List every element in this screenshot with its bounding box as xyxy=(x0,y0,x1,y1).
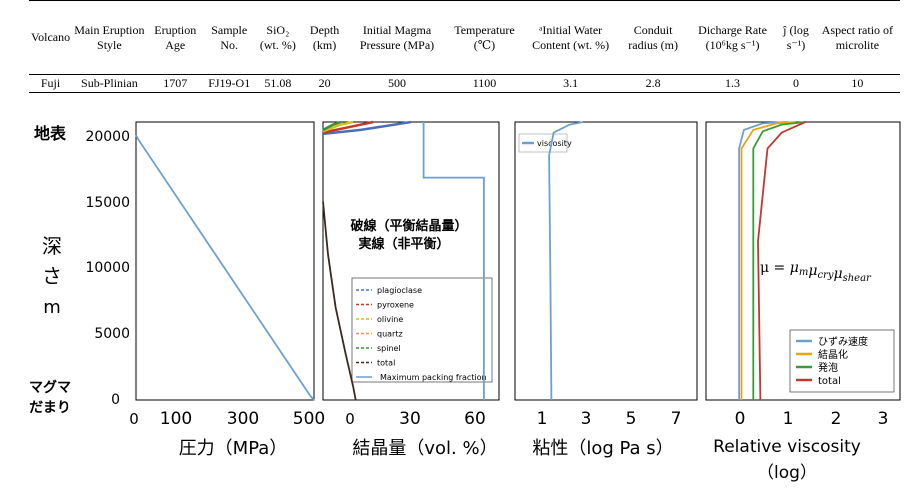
y-tick-label: 5000 xyxy=(94,326,130,342)
table-cell: 1100 xyxy=(472,76,497,90)
header-cell: Conduit radius (m) xyxy=(628,22,678,52)
table-cell: Fuji xyxy=(40,76,61,90)
series-line-発泡 xyxy=(752,121,806,400)
header-cell: SiO₂ (wt. %) xyxy=(259,22,296,52)
viscosity-legend: viscosity xyxy=(518,133,572,153)
dashed-line-note: 破線（平衡結晶量） xyxy=(350,218,467,234)
relative-viscosity-axis-title-unit: （log） xyxy=(757,463,817,483)
header-cell: Sample No. xyxy=(211,22,248,52)
series-line-pyroxene xyxy=(322,120,374,134)
header-cell: Depth (km) xyxy=(309,22,340,52)
series-line-ひずみ速度 xyxy=(738,121,787,400)
header-cell: Eruption Age xyxy=(154,22,197,52)
table-row: Fuji Sub-Plinian 1707 FJ19-O1 51.08 20 5… xyxy=(29,75,900,93)
x-tick-label: 0 xyxy=(345,410,355,428)
table-cell: FJ19-O1 xyxy=(208,76,251,90)
relative-viscosity-axis-title: Relative viscosity xyxy=(713,437,861,457)
header-cell: ᵃInitial Water Content (wt. %) xyxy=(532,22,610,52)
table-cell: 51.08 xyxy=(264,76,292,90)
charts-figure: 地表 深 さ m マグマ だまり 20000 15000 10000 5000 … xyxy=(29,120,901,483)
table-header-row: Volcano Main Eruption Style Eruption Age… xyxy=(29,0,900,75)
table-cell: 1707 xyxy=(163,76,188,90)
legend-label: quartz xyxy=(377,330,403,339)
header-cell: Volcano xyxy=(31,30,71,44)
x-tick-label: 7 xyxy=(671,409,682,429)
header-cell: Dicharge Rate (10⁶kg s⁻¹) xyxy=(698,22,767,52)
depth-label: さ xyxy=(42,264,62,288)
series-line-olivine xyxy=(322,120,354,133)
header-cell: Initial Magma Pressure (MPa) xyxy=(359,22,435,52)
legend-label: total xyxy=(818,376,841,387)
table-cell: Sub-Plinian xyxy=(81,76,138,90)
x-tick-label: 1 xyxy=(783,409,794,429)
table-cell: 20 xyxy=(318,76,331,90)
viscosity-legend-label: viscosity xyxy=(537,139,572,148)
x-tick-label: 3 xyxy=(878,409,889,429)
legend-label: spinel xyxy=(377,344,401,353)
x-tick-label: 1 xyxy=(537,409,548,429)
series-line-viscosity xyxy=(548,121,584,401)
series-line-maximum-packing-fraction xyxy=(422,122,485,400)
legend-label: 発泡 xyxy=(818,361,838,374)
x-tick-label: 100 xyxy=(160,409,192,429)
series-line-結晶化 xyxy=(740,121,796,400)
magma-chamber-label: マグマ xyxy=(29,379,71,396)
viscosity-formula: μ = μmμcryμshear xyxy=(760,260,872,284)
y-tick-label: 0 xyxy=(111,392,120,408)
y-tick-label: 10000 xyxy=(85,260,130,276)
table-cell: 10 xyxy=(851,76,864,90)
x-tick-label: 2 xyxy=(831,409,842,429)
viscosity-axis-title: 粘性（log Pa s） xyxy=(532,438,673,459)
parameter-table: Volcano Main Eruption Style Eruption Age… xyxy=(29,0,900,93)
pressure-axis-title: 圧力（MPa） xyxy=(179,438,288,459)
surface-label: 地表 xyxy=(34,124,67,143)
table-cell: 500 xyxy=(387,76,406,90)
series-line-total xyxy=(757,121,806,401)
legend-label: total xyxy=(377,359,395,368)
viscosity-legend-box xyxy=(518,133,568,153)
x-tick-label: 30 xyxy=(399,409,421,429)
series-line-total xyxy=(322,201,357,401)
x-tick-label: 3 xyxy=(581,409,592,429)
depth-unit-label: m xyxy=(43,297,61,318)
x-tick-label: 300 xyxy=(227,409,259,429)
crystal-legend-box xyxy=(351,277,493,383)
x-tick-label: 500 xyxy=(293,409,325,429)
header-cell: Main Eruption Style xyxy=(74,22,145,52)
pressure-panel-frame xyxy=(135,121,315,401)
header-cell: Aspect ratio of microlite xyxy=(821,22,894,52)
table-cell: 1.3 xyxy=(725,76,741,90)
x-tick-label: 60 xyxy=(464,409,486,429)
y-tick-label: 15000 xyxy=(85,195,130,211)
depth-label: 深 xyxy=(42,234,62,258)
legend-label: pyroxene xyxy=(377,301,414,310)
legend-label: ひずみ速度 xyxy=(818,335,868,348)
series-line-spinel xyxy=(322,120,342,132)
series-line-pressure xyxy=(135,134,315,401)
crystal-legend: plagioclase pyroxene olivine quartz spinel to… xyxy=(351,277,493,383)
solid-line-note: 実線（非平衡） xyxy=(358,236,449,252)
y-tick-label: 20000 xyxy=(85,129,130,145)
x-tick-label: 5 xyxy=(626,409,637,429)
table-cell: 3.1 xyxy=(563,76,579,90)
table-cell: 2.8 xyxy=(645,76,661,90)
magma-chamber-label: だまり xyxy=(29,400,71,416)
header-cell: Temperature (℃) xyxy=(454,22,515,52)
legend-label: Maximum packing fraction xyxy=(380,373,487,382)
crystal-axis-title: 結晶量（vol. %） xyxy=(352,438,497,459)
x-tick-label: 0 xyxy=(129,410,139,428)
legend-label: 結晶化 xyxy=(818,348,848,361)
table-cell: 0 xyxy=(793,76,799,90)
series-line-plagioclase xyxy=(322,120,412,136)
viscosity-panel-frame xyxy=(514,121,698,401)
legend-label: plagioclase xyxy=(377,286,422,295)
x-tick-label: 0 xyxy=(735,409,746,429)
header-cell: ĵ (log s⁻¹) xyxy=(783,22,809,52)
legend-label: olivine xyxy=(377,315,403,324)
